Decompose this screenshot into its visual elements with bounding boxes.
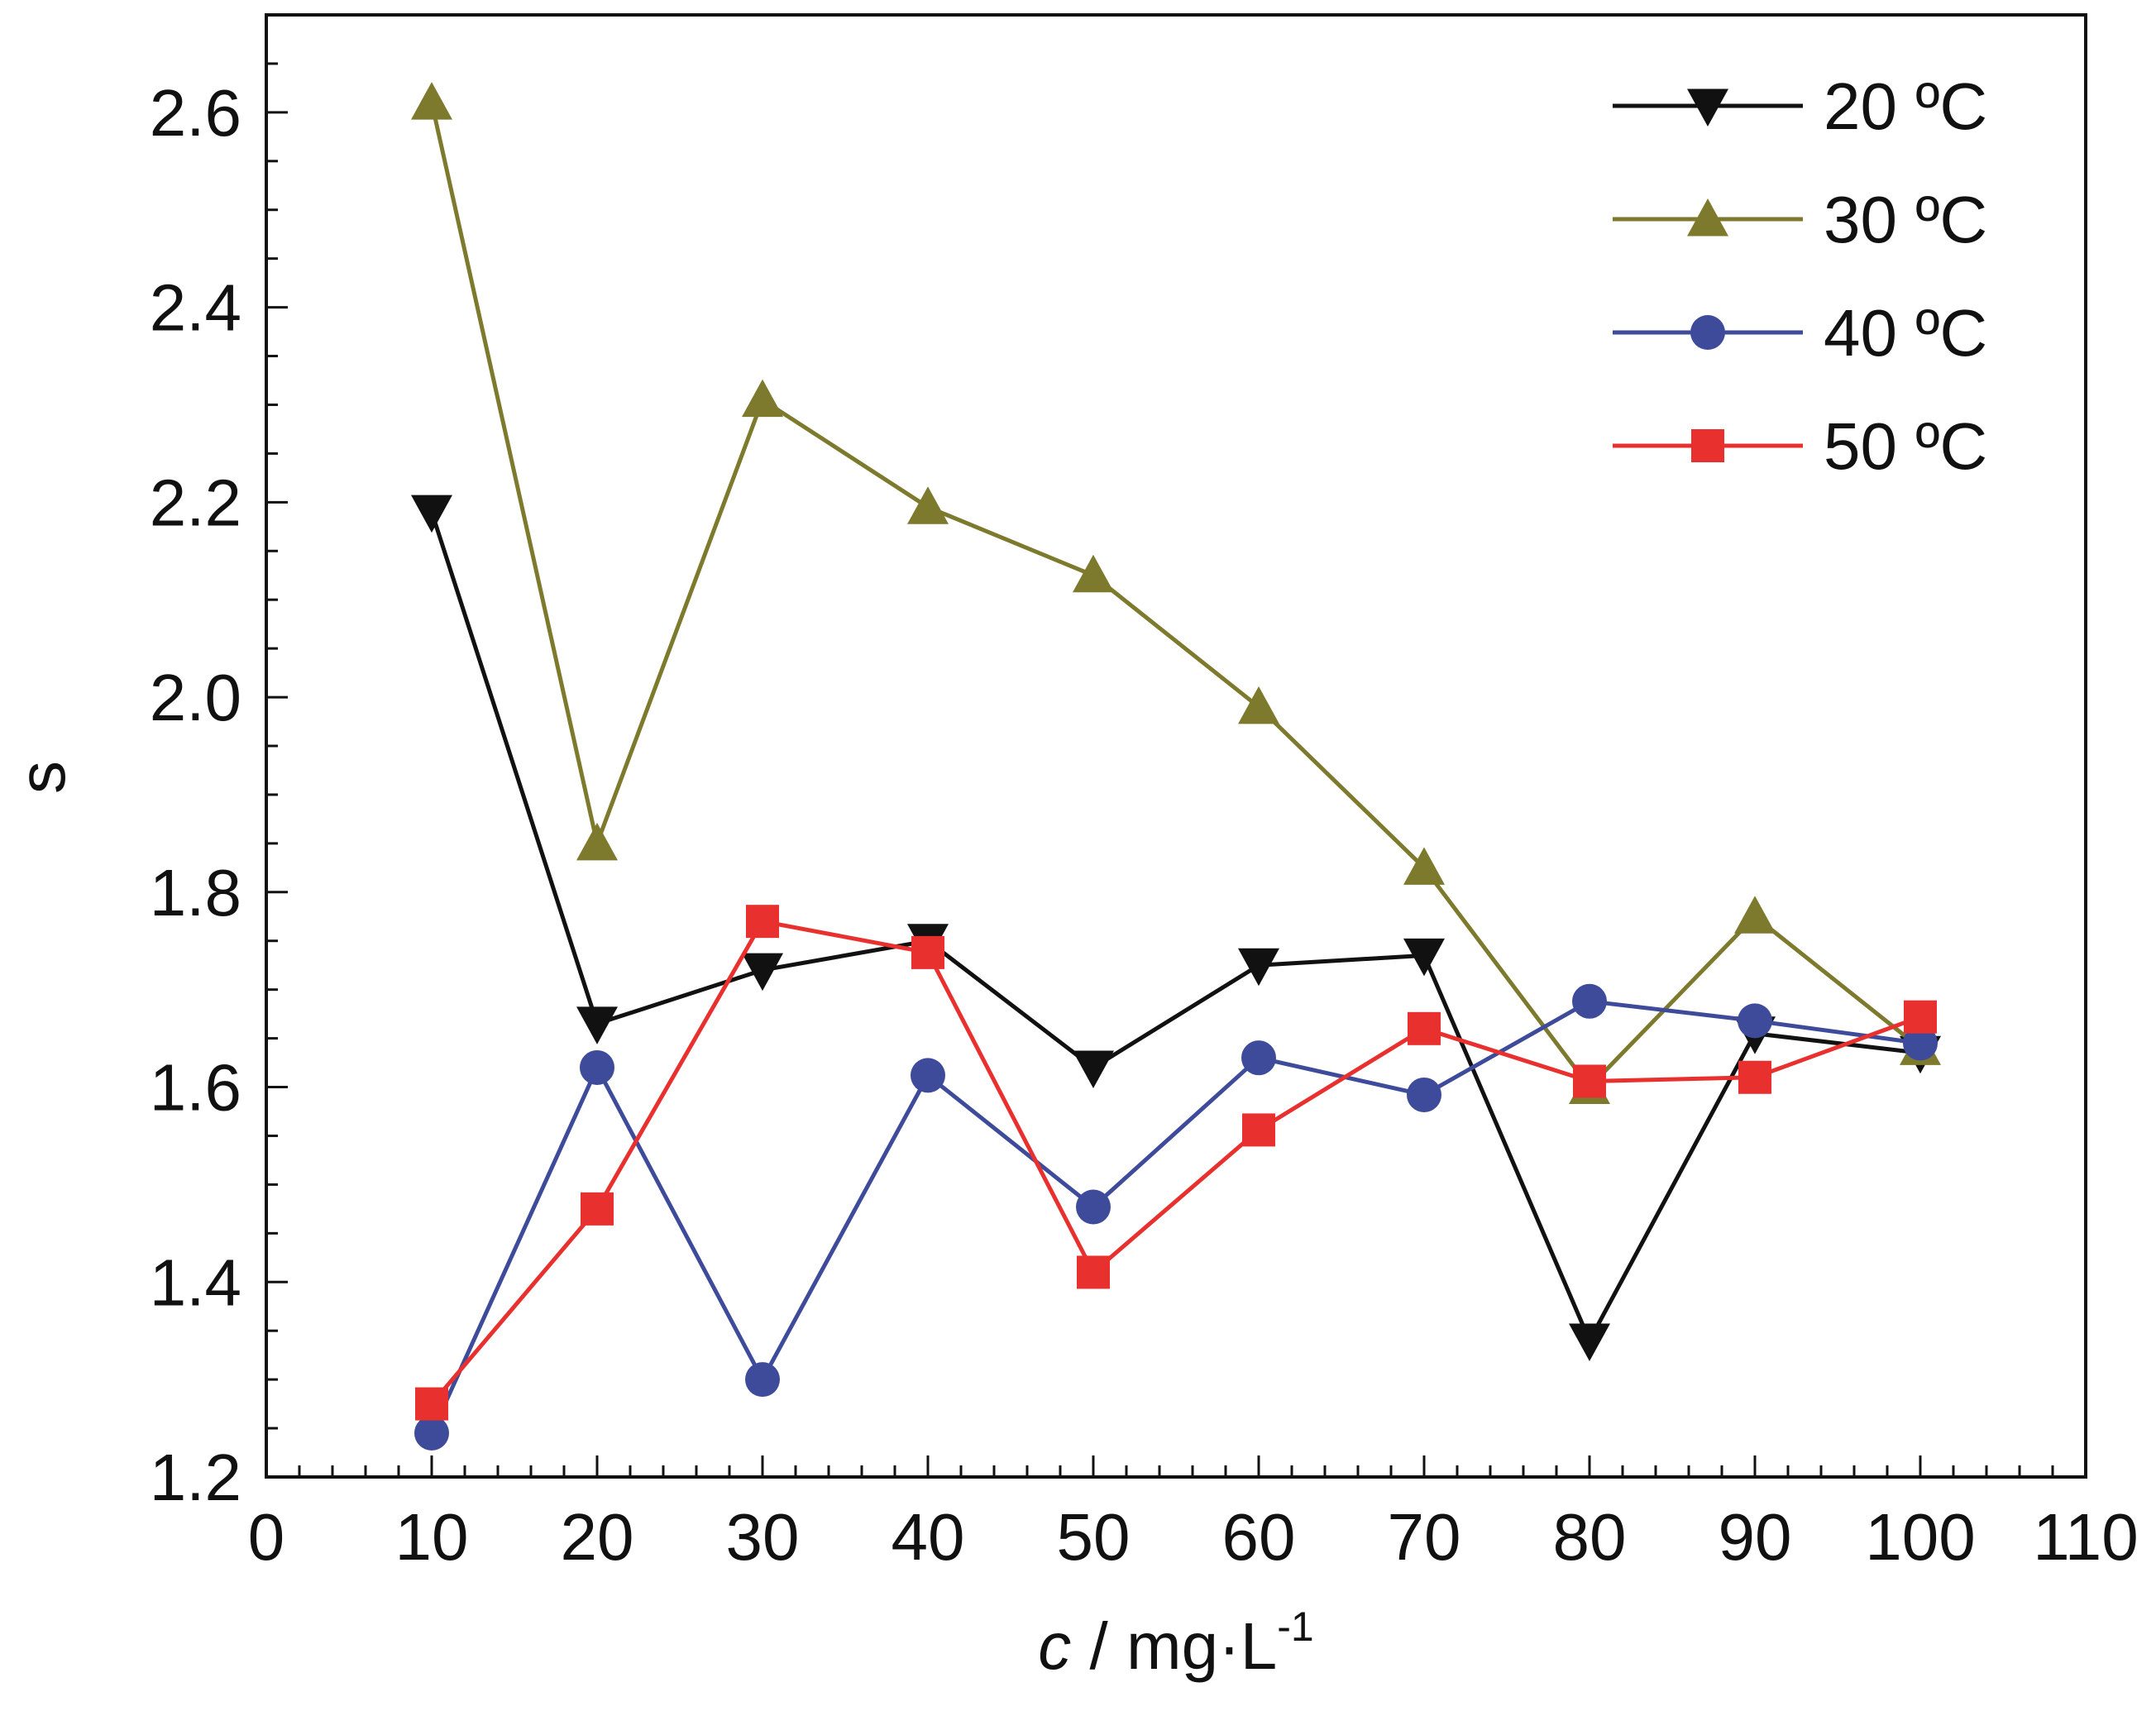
- series-0: [411, 495, 1941, 1361]
- legend-label: 20 ºC: [1824, 69, 1987, 143]
- legend-marker: [1687, 88, 1728, 127]
- legend: 20 ºC 30 ºC 40 ºC 50 ºC: [1613, 69, 1987, 483]
- data-point: [1738, 1060, 1771, 1094]
- x-axis-label-exponent: -1: [1277, 1603, 1313, 1650]
- series-line: [429, 102, 1922, 1090]
- legend-marker: [1687, 198, 1728, 237]
- data-point: [1077, 1255, 1110, 1289]
- series-line: [429, 999, 1921, 1434]
- x-tick-label: 80: [1553, 1500, 1627, 1574]
- data-point: [1738, 1003, 1772, 1039]
- legend-label: 30 ºC: [1824, 183, 1987, 256]
- data-point: [1903, 1025, 1938, 1061]
- y-tick-label: 1.8: [150, 856, 241, 930]
- legend-item-1: 30 ºC: [1613, 183, 1987, 256]
- data-point: [1403, 938, 1445, 977]
- legend-label: 50 ºC: [1824, 409, 1987, 483]
- x-tick-label: 70: [1388, 1500, 1461, 1574]
- legend-item-2: 40 ºC: [1613, 296, 1987, 370]
- x-tick-label: 20: [561, 1500, 634, 1574]
- data-point: [1241, 1040, 1276, 1076]
- data-point: [1073, 554, 1114, 593]
- y-tick-label: 1.6: [150, 1051, 241, 1125]
- data-point: [1572, 983, 1607, 1019]
- x-tick-label: 60: [1222, 1500, 1296, 1574]
- data-point: [1573, 1064, 1606, 1098]
- x-tick-label: 30: [726, 1500, 800, 1574]
- data-point: [1242, 1113, 1275, 1147]
- data-point: [415, 1387, 448, 1421]
- data-point: [576, 1006, 618, 1044]
- series-2: [414, 983, 1938, 1451]
- x-tick-label: 0: [248, 1500, 285, 1574]
- y-tick-label: 1.4: [150, 1245, 241, 1319]
- series-line: [430, 919, 1921, 1406]
- data-point: [1403, 847, 1445, 885]
- data-point: [1904, 1000, 1937, 1034]
- data-point: [1238, 686, 1279, 724]
- series-3: [415, 905, 1937, 1421]
- data-point: [746, 905, 779, 939]
- data-point: [911, 935, 944, 969]
- data-point: [1076, 1189, 1111, 1225]
- x-tick-label: 100: [1865, 1500, 1975, 1574]
- data-point: [1408, 1011, 1441, 1045]
- data-point: [1073, 1050, 1114, 1088]
- y-tick-label: 1.2: [150, 1441, 241, 1514]
- x-tick-label: 110: [2033, 1500, 2139, 1574]
- series-line: [429, 511, 1921, 1343]
- legend-marker: [1690, 315, 1725, 350]
- x-axis-label-units: / mg·L: [1071, 1609, 1277, 1683]
- y-tick-label: 2.0: [150, 661, 241, 734]
- y-tick-label: 2.4: [150, 271, 241, 345]
- legend-label: 40 ºC: [1824, 296, 1987, 370]
- data-point: [1569, 1323, 1610, 1361]
- data-point: [411, 82, 452, 120]
- x-tick-label: 40: [892, 1500, 965, 1574]
- data-point: [742, 379, 783, 418]
- plot-frame: [265, 13, 2087, 1479]
- data-point: [411, 495, 452, 533]
- data-point: [581, 1192, 614, 1226]
- data-point: [414, 1415, 449, 1451]
- data-point: [1407, 1077, 1441, 1112]
- legend-item-3: 50 ºC: [1613, 409, 1987, 483]
- data-point: [1238, 948, 1279, 987]
- x-axis-label-variable: c: [1038, 1609, 1071, 1683]
- data-point: [742, 953, 783, 992]
- data-point: [580, 1049, 614, 1085]
- y-axis-label: s: [5, 761, 79, 794]
- data-point: [745, 1362, 780, 1398]
- series-layer: [411, 82, 1941, 1451]
- x-tick-label: 50: [1057, 1500, 1131, 1574]
- data-point: [576, 822, 618, 861]
- y-tick-label: 2.6: [150, 76, 241, 150]
- data-point: [1734, 896, 1776, 934]
- data-point: [911, 1058, 945, 1093]
- x-tick-label: 10: [395, 1500, 469, 1574]
- x-tick-label: 90: [1719, 1500, 1792, 1574]
- x-axis-label: c / mg·L-1: [1038, 1603, 1313, 1683]
- legend-item-0: 20 ºC: [1613, 69, 1987, 143]
- ticks-layer: 0 10 20 30 40 50 60 70 80 90 100 110 1.2 1.4 1.6 1.8 2.0…: [150, 62, 2139, 1574]
- legend-marker: [1691, 429, 1724, 462]
- data-point: [907, 486, 949, 524]
- y-tick-label: 2.2: [150, 466, 241, 539]
